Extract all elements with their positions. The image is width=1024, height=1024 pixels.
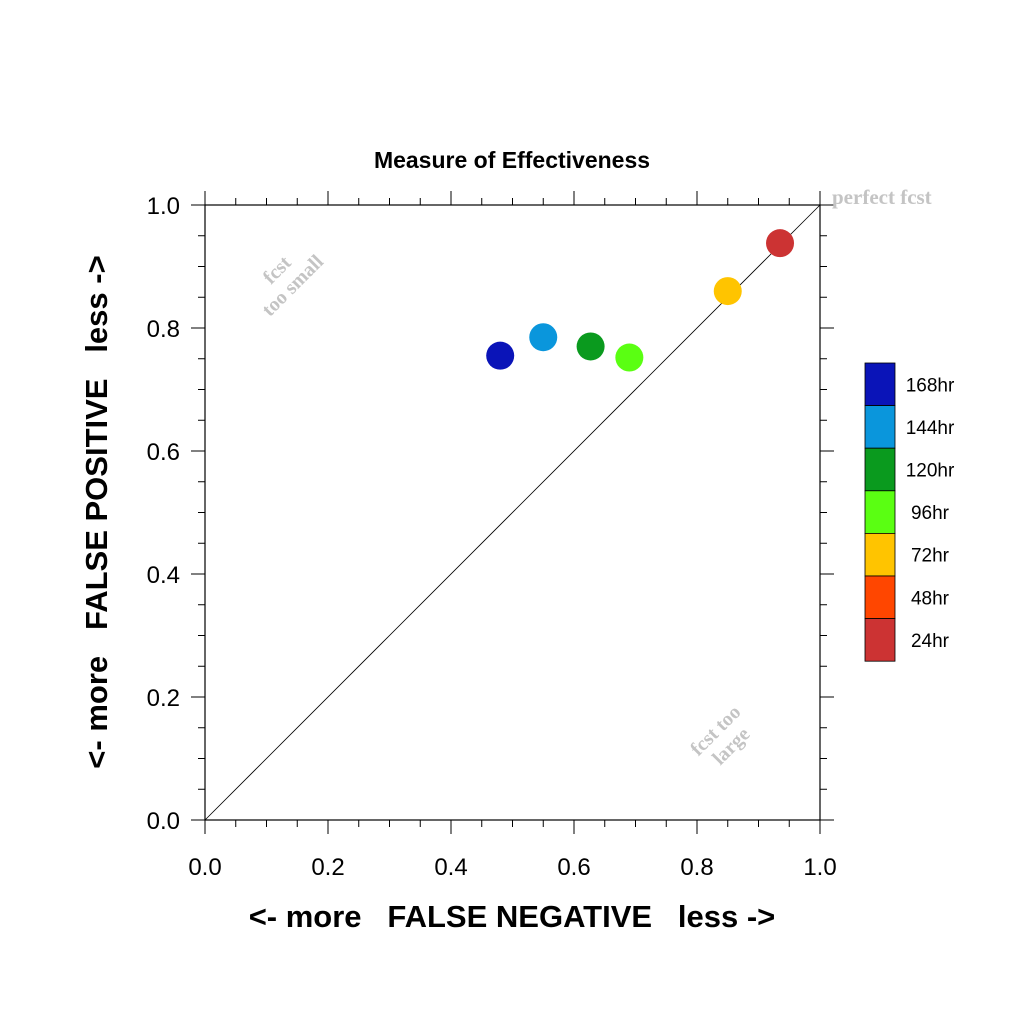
x-tick-label: 0.8 — [680, 854, 713, 881]
legend-label-120hr: 120hr — [906, 461, 955, 482]
data-point-144hr — [529, 323, 558, 352]
y-tick-label: 0.2 — [147, 685, 180, 712]
chart-title: Measure of Effectiveness — [374, 147, 650, 173]
data-points — [486, 229, 795, 372]
data-point-120hr — [576, 332, 605, 361]
y-tick-label: 0.4 — [147, 562, 180, 589]
legend-swatch-48hr — [864, 575, 896, 619]
legend-swatch-168hr — [864, 362, 896, 406]
legend-label-48hr: 48hr — [911, 588, 950, 609]
x-axis-label: <- more FALSE NEGATIVE less -> — [249, 899, 776, 934]
annotation-fcst-too-large: fcst too large — [686, 701, 754, 769]
x-tick-label: 0.2 — [311, 854, 344, 881]
diagonal-reference-line — [204, 204, 821, 821]
y-tick-label: 0.8 — [147, 316, 180, 343]
legend: 168hr 144hr 120hr 96hr 72hr 48hr 24hr — [864, 362, 955, 662]
y-tick-label: 0.6 — [147, 439, 180, 466]
legend-label-168hr: 168hr — [906, 375, 955, 396]
data-point-24hr — [766, 229, 795, 258]
tick-labels: 0.0 0.2 0.4 0.6 0.8 1.0 0.0 0.2 0.4 0.6 0.8 1.0 — [147, 193, 837, 881]
y-axis-label: <- more FALSE POSITIVE less -> — [79, 255, 114, 768]
x-tick-label: 0.4 — [434, 854, 467, 881]
legend-swatch-96hr — [864, 490, 896, 534]
data-point-168hr — [486, 341, 515, 370]
x-tick-label: 0.6 — [557, 854, 590, 881]
annotation-fcst-too-small: fcst too small — [258, 250, 328, 320]
tick-marks — [191, 191, 834, 834]
x-tick-label: 1.0 — [803, 854, 836, 881]
annotation-perfect-fcst: perfect fcst — [832, 185, 932, 209]
legend-label-144hr: 144hr — [906, 418, 955, 439]
data-point-96hr — [615, 343, 644, 372]
legend-label-24hr: 24hr — [911, 631, 950, 652]
legend-label-96hr: 96hr — [911, 503, 950, 524]
y-tick-label: 0.0 — [147, 808, 180, 835]
legend-label-72hr: 72hr — [911, 546, 950, 567]
annotation-small-line2: too small — [258, 250, 328, 320]
legend-swatch-120hr — [864, 447, 896, 492]
x-tick-label: 0.0 — [188, 854, 221, 881]
legend-swatch-144hr — [864, 405, 896, 449]
legend-swatch-24hr — [864, 618, 896, 662]
data-point-72hr — [713, 277, 742, 306]
legend-swatch-72hr — [864, 533, 896, 577]
y-tick-label: 1.0 — [147, 193, 180, 220]
